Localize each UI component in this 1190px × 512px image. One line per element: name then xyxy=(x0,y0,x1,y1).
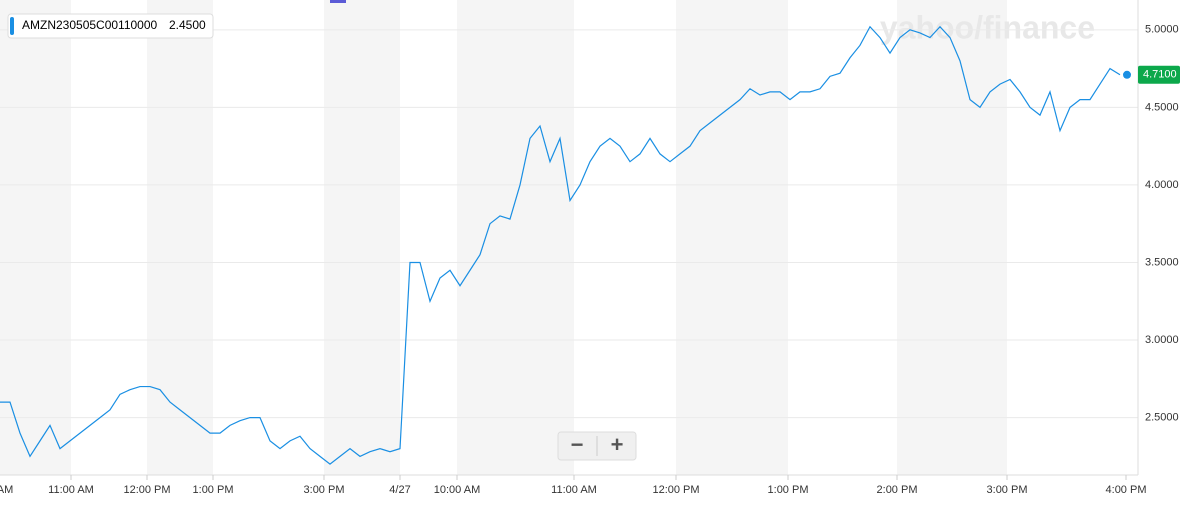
x-tick-label: 11:00 AM xyxy=(551,484,597,496)
session-band xyxy=(147,0,213,475)
zoom-out-button[interactable]: − xyxy=(571,432,584,457)
y-tick-label: 3.0000 xyxy=(1145,334,1179,346)
session-band xyxy=(676,0,788,475)
legend-name: AMZN230505C00110000 xyxy=(22,18,158,32)
session-bands xyxy=(0,0,1007,475)
x-tick-label: 10:00 AM xyxy=(0,484,13,496)
zoom-in-button[interactable]: + xyxy=(611,432,624,457)
session-band xyxy=(457,0,574,475)
legend: AMZN230505C00110000 2.4500 xyxy=(7,13,214,39)
x-tick-label: 4:00 PM xyxy=(1106,484,1147,496)
last-price-tag xyxy=(1138,65,1180,84)
x-tick-label: 3:00 PM xyxy=(304,484,345,496)
top-marker xyxy=(330,0,346,3)
y-tick-label: 2.5000 xyxy=(1145,412,1179,424)
x-tick-label: 3:00 PM xyxy=(987,484,1028,496)
legend-swatch xyxy=(10,17,14,35)
watermark: yahoo/finance xyxy=(880,9,1095,45)
x-tick-label: 11:00 AM xyxy=(48,484,94,496)
legend-box xyxy=(7,13,214,39)
session-band xyxy=(897,0,1007,475)
y-tick-label: 4.5000 xyxy=(1145,101,1179,113)
x-tick-label: 4/27 xyxy=(389,484,410,496)
session-band xyxy=(324,0,400,475)
x-tick-label: 12:00 PM xyxy=(123,484,170,496)
x-tick-label: 12:00 PM xyxy=(652,484,699,496)
y-tick-label: 5.0000 xyxy=(1145,24,1179,36)
price-line xyxy=(0,25,1121,465)
y-tick-label: 4.0000 xyxy=(1145,179,1179,191)
last-price-label: 4.7100 xyxy=(1143,69,1177,81)
last-point xyxy=(1123,70,1131,79)
zoom-controls: − + xyxy=(557,431,637,461)
x-tick-label: 2:00 PM xyxy=(877,484,918,496)
y-tick-label: 3.5000 xyxy=(1145,256,1179,268)
legend-value: 2.4500 xyxy=(169,18,206,32)
x-tick-label: 1:00 PM xyxy=(193,484,234,496)
x-tick-label: 1:00 PM xyxy=(768,484,809,496)
x-tick-label: 10:00 AM xyxy=(434,484,480,496)
session-band xyxy=(0,0,71,475)
